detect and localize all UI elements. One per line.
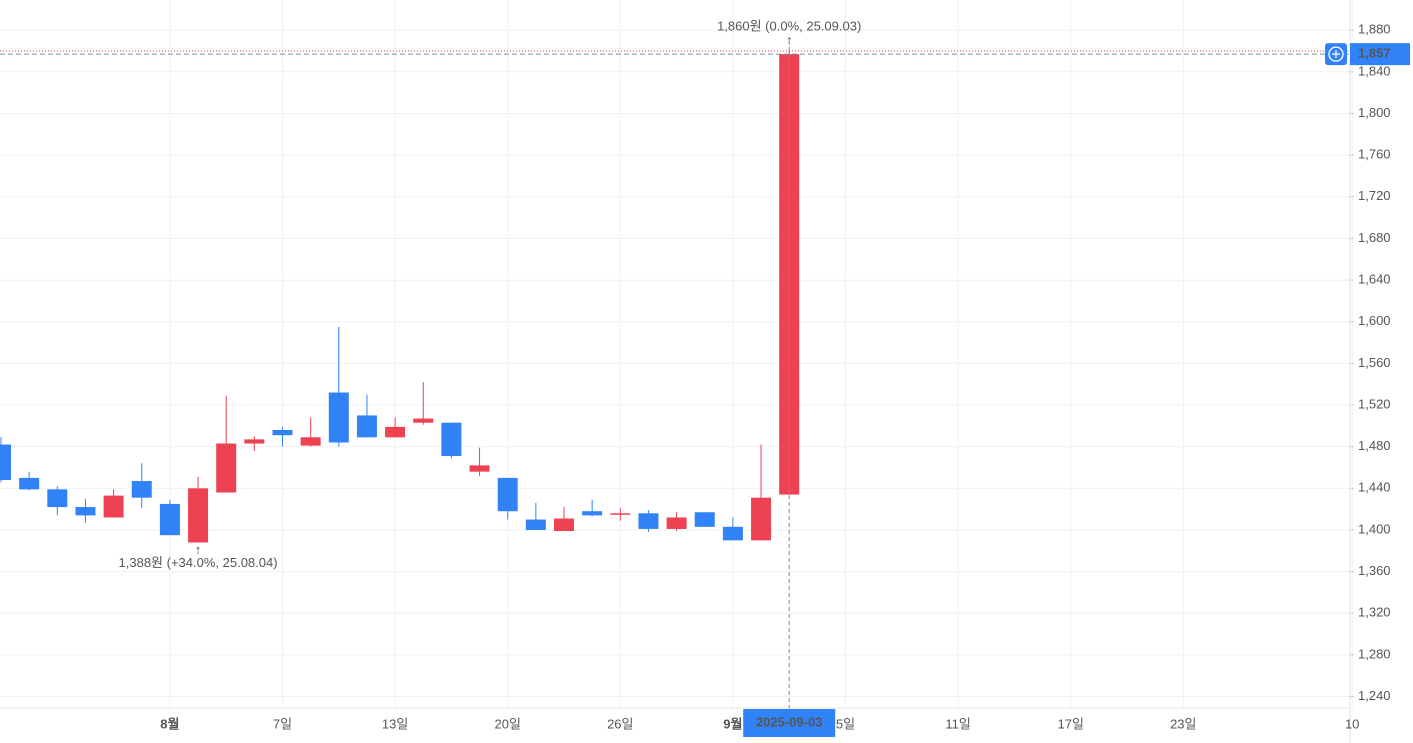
add-alert-plus xyxy=(1332,50,1340,59)
candle-body xyxy=(554,518,574,531)
candle-body xyxy=(272,430,293,436)
candle-body xyxy=(666,517,687,529)
grid xyxy=(0,0,1353,708)
y-tick-label: 1,640 xyxy=(1358,272,1391,287)
y-tick-label: 1,240 xyxy=(1358,688,1391,703)
low-arrow: ↑ xyxy=(195,542,202,557)
candle-body xyxy=(722,526,743,541)
candle-body xyxy=(244,439,265,444)
candle-body xyxy=(638,513,659,529)
y-tick-label: 1,760 xyxy=(1358,147,1391,162)
candle-body xyxy=(188,488,209,543)
y-tick-label: 1,360 xyxy=(1358,563,1391,578)
candle-body xyxy=(103,495,124,518)
y-tick-label: 1,520 xyxy=(1358,396,1391,411)
x-tick-label: 5일 xyxy=(836,716,855,731)
crosshair-label: 2025-09-03 xyxy=(756,714,823,729)
x-tick-label: 20일 xyxy=(494,716,520,731)
last-price-label: 1,857 xyxy=(1358,46,1391,61)
candle-body xyxy=(525,519,546,530)
y-tick-label: 1,680 xyxy=(1358,230,1391,245)
y-tick-label: 1,600 xyxy=(1358,313,1391,328)
x-tick-label: 11일 xyxy=(945,716,970,731)
candle-body xyxy=(610,513,631,515)
candle-body xyxy=(751,497,772,541)
plot-area xyxy=(0,51,800,543)
x-tick-label: 9월 xyxy=(723,716,742,731)
y-tick-label: 1,440 xyxy=(1358,480,1391,495)
candle-body xyxy=(413,418,434,423)
candle-body xyxy=(328,392,349,443)
add-alert-icon xyxy=(1328,46,1344,62)
x-tick-label: 26일 xyxy=(607,716,633,731)
candle-body xyxy=(131,481,152,498)
candle-body xyxy=(497,477,518,512)
y-tick-label: 1,320 xyxy=(1358,605,1391,620)
x-tick-label: 23일 xyxy=(1170,716,1196,731)
x-tick-label: 10 xyxy=(1345,716,1359,731)
y-tick-label: 1,880 xyxy=(1358,22,1391,37)
y-tick-label: 1,840 xyxy=(1358,63,1391,78)
x-tick-label: 17일 xyxy=(1057,716,1083,731)
candle-body xyxy=(356,415,377,438)
candle-body xyxy=(0,444,11,480)
candle-body xyxy=(159,503,180,536)
axes: 1,240 1,280 1,320 1,360 1,400 1,440 1,480 1,520… xyxy=(160,22,1390,732)
candle-body xyxy=(19,477,40,490)
y-tick-label: 1,560 xyxy=(1358,355,1391,370)
candle-body xyxy=(385,426,406,438)
y-tick-label: 1,720 xyxy=(1358,188,1391,203)
x-tick-label: 13일 xyxy=(382,716,408,731)
x-tick-label: 7일 xyxy=(273,716,292,731)
low-annotation: 1,388원 (+34.0%, 25.08.04) xyxy=(119,555,278,570)
overlay: ↑1,860원 (0.0%, 25.09.03)↑1,388원 (+34.0%,… xyxy=(0,18,1410,737)
y-tick-label: 1,800 xyxy=(1358,105,1391,120)
last-price-box xyxy=(1350,43,1410,66)
candle-body xyxy=(441,422,462,457)
y-tick-label: 1,280 xyxy=(1358,646,1391,661)
y-tick-label: 1,400 xyxy=(1358,521,1391,536)
candle-body xyxy=(216,443,237,493)
candle-body xyxy=(75,507,96,516)
candle-body xyxy=(300,437,321,446)
candle-body xyxy=(47,489,68,508)
candle-body xyxy=(469,465,490,472)
crosshair-label-box xyxy=(743,709,836,737)
add-alert-button[interactable] xyxy=(1325,43,1347,66)
high-annotation: 1,860원 (0.0%, 25.09.03) xyxy=(717,18,861,33)
high-arrow: ↑ xyxy=(786,32,793,47)
x-tick-label: 8월 xyxy=(160,716,179,731)
candle-body xyxy=(582,511,603,516)
y-tick-label: 1,480 xyxy=(1358,438,1391,453)
candle-body xyxy=(694,512,715,527)
